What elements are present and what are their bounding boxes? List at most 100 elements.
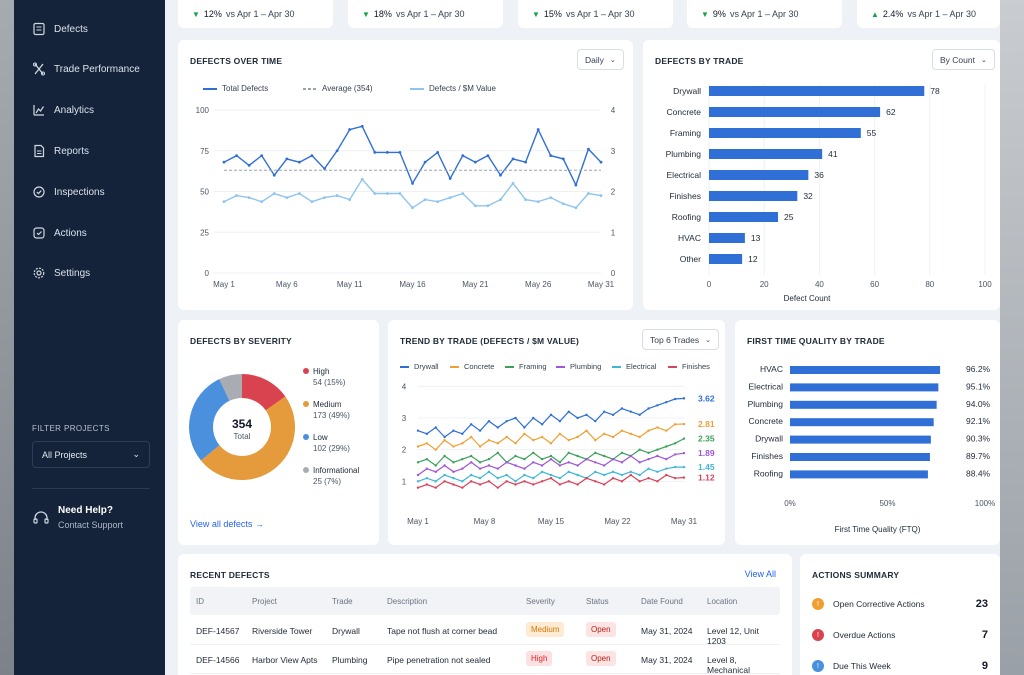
- arrow-up-icon: ▲: [871, 9, 879, 19]
- table-cell: May 31, 2024: [641, 626, 693, 636]
- data-point: [532, 438, 535, 442]
- data-point: [567, 480, 570, 483]
- bar-category-label: Roofing: [672, 212, 702, 222]
- data-point: [434, 470, 437, 474]
- data-point: [523, 457, 526, 461]
- nav-inspections[interactable]: Inspections: [32, 185, 105, 199]
- column-header[interactable]: Severity: [526, 597, 555, 606]
- data-point: [620, 480, 624, 483]
- status-badge: Open: [586, 651, 616, 666]
- table-cell: DEF-14566: [196, 655, 240, 665]
- help-support[interactable]: Need Help? Contact Support: [32, 505, 123, 530]
- actions-icon: [33, 227, 45, 239]
- y-tick-left: 0: [205, 269, 210, 278]
- trend-legend-item: Plumbing: [556, 362, 601, 371]
- view-all-link[interactable]: View All: [744, 569, 776, 579]
- data-point: [398, 150, 402, 154]
- data-point: [514, 480, 517, 483]
- donut-slice-informational: [219, 374, 242, 401]
- data-point: [505, 473, 508, 477]
- data-point: [323, 196, 326, 200]
- data-point: [638, 435, 641, 439]
- data-point: [443, 438, 446, 442]
- column-header[interactable]: Location: [707, 597, 738, 606]
- data-point: [549, 454, 553, 458]
- nav-actions[interactable]: Actions: [32, 226, 87, 240]
- column-header[interactable]: Project: [252, 597, 277, 606]
- sidebar: Defects Trade Performance Analytics Repo…: [14, 0, 165, 675]
- defects-by-trade-chart: 0 20 40 60 80 100 Drywall 78 Concrete 62 Framing 55…: [666, 84, 992, 303]
- kpi-delta: ▼ 12% vs Apr 1 – Apr 30: [178, 0, 333, 28]
- column-header[interactable]: ID: [196, 597, 204, 606]
- data-point: [434, 464, 437, 467]
- data-point: [470, 454, 473, 458]
- nav-settings[interactable]: Settings: [32, 266, 90, 280]
- bar-category-label: Electrical: [749, 381, 784, 391]
- data-point: [620, 407, 624, 410]
- data-point: [629, 432, 632, 436]
- top-trades-dropdown[interactable]: Top 6 Trades ⌄: [642, 329, 720, 350]
- nav-reports[interactable]: Reports: [32, 144, 89, 158]
- legend-swatch: [505, 365, 514, 368]
- data-point: [594, 461, 597, 464]
- data-point: [549, 196, 553, 200]
- donut-total: 354: [232, 417, 252, 431]
- x-tick: 0%: [784, 499, 796, 508]
- legend-label: Average (354): [322, 84, 373, 93]
- bar: [709, 128, 861, 138]
- kpi-delta: ▼ 15% vs Apr 1 – Apr 30: [518, 0, 673, 28]
- card-title: DEFECTS OVER TIME: [190, 56, 283, 66]
- data-point: [514, 416, 517, 420]
- donut-slice-high: [242, 374, 286, 411]
- nav-label: Settings: [54, 267, 91, 279]
- kpi-delta: ▼ 18% vs Apr 1 – Apr 30: [348, 0, 503, 28]
- legend-label: Finishes: [682, 362, 710, 371]
- view-all-defects-link[interactable]: View all defects →: [190, 519, 264, 529]
- table-row[interactable]: DEF-14566 Harbor View Apts Plumbing Pipe pe…: [190, 645, 780, 675]
- data-point: [558, 461, 562, 464]
- table-cell: Riverside Tower: [252, 626, 313, 636]
- data-point: [665, 400, 668, 404]
- severity-legend-item: High 54 (15%): [303, 367, 345, 387]
- action-summary-item[interactable]: ! Open Corrective Actions 23: [812, 598, 988, 610]
- period-dropdown[interactable]: Daily ⌄: [577, 49, 624, 70]
- data-point: [558, 483, 562, 486]
- table-cell: Level 8, Mechanical: [707, 655, 750, 675]
- x-tick: May 22: [604, 517, 631, 526]
- bar-value-label: 13: [751, 233, 761, 243]
- data-point: [665, 457, 668, 461]
- data-point: [523, 467, 526, 470]
- sidebar-divider: [32, 488, 150, 489]
- column-header[interactable]: Status: [586, 597, 609, 606]
- nav-defects[interactable]: Defects: [32, 22, 88, 36]
- kpi-delta-value: 2.4%: [882, 9, 904, 19]
- column-header[interactable]: Description: [387, 597, 428, 606]
- card-title: RECENT DEFECTS: [190, 570, 270, 580]
- data-point: [673, 476, 677, 480]
- data-point: [585, 476, 588, 480]
- data-point: [620, 451, 624, 455]
- column-header[interactable]: Trade: [332, 597, 353, 606]
- data-point: [620, 473, 624, 477]
- nav-analytics[interactable]: Analytics: [32, 103, 94, 117]
- y-tick-left: 50: [200, 188, 209, 197]
- action-summary-item[interactable]: ! Overdue Actions 7: [812, 629, 988, 641]
- bar-category-label: Plumbing: [748, 399, 784, 409]
- nav-trade-performance[interactable]: Trade Performance: [32, 62, 140, 76]
- data-point: [247, 164, 251, 167]
- bar: [709, 86, 925, 96]
- metric-dropdown[interactable]: By Count ⌄: [932, 49, 995, 70]
- chevron-down-icon: ⌄: [705, 336, 712, 344]
- data-point: [496, 426, 499, 429]
- kpi-delta-value: 15%: [543, 9, 562, 19]
- data-point: [443, 454, 446, 458]
- data-point: [425, 483, 429, 486]
- contact-support-link[interactable]: Contact Support: [58, 520, 124, 530]
- donut-slice-low: [188, 379, 230, 461]
- action-summary-item[interactable]: ! Due This Week 9: [812, 660, 988, 672]
- column-header[interactable]: Date Found: [641, 597, 683, 606]
- data-point: [532, 416, 535, 420]
- table-row[interactable]: DEF-14567 Riverside Tower Drywall Tape not …: [190, 616, 780, 646]
- project-filter-select[interactable]: All Projects ⌄: [32, 441, 150, 468]
- arrow-down-icon: ▼: [362, 9, 370, 19]
